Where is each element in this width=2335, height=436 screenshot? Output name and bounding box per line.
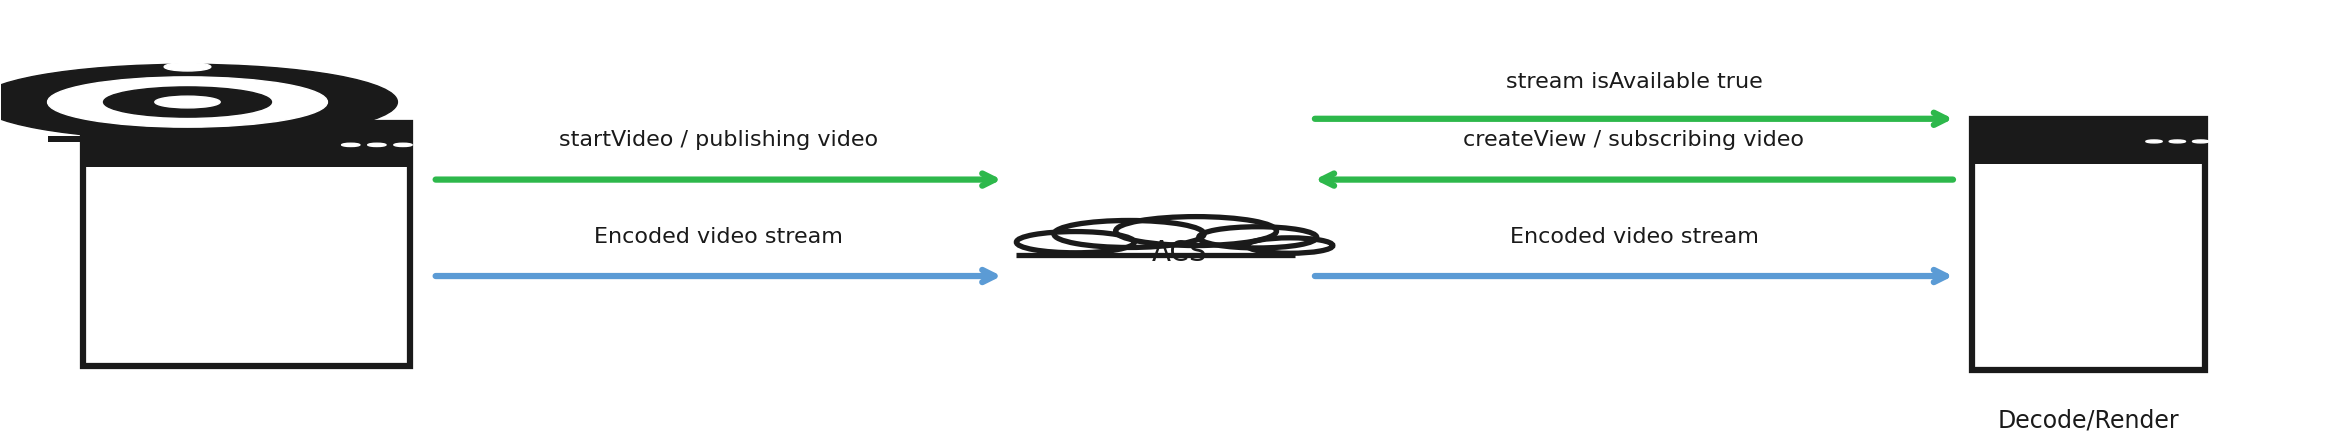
Text: Decode/Render: Decode/Render xyxy=(1999,408,2179,432)
Circle shape xyxy=(0,64,397,140)
Text: Encoded video stream: Encoded video stream xyxy=(1508,227,1758,247)
Circle shape xyxy=(154,96,219,108)
Circle shape xyxy=(2193,140,2209,143)
Bar xyxy=(1973,119,2204,164)
Circle shape xyxy=(1016,232,1135,253)
Circle shape xyxy=(1116,217,1277,245)
Circle shape xyxy=(163,63,210,71)
Circle shape xyxy=(103,87,271,117)
Text: ACS: ACS xyxy=(1151,239,1207,267)
Circle shape xyxy=(2146,140,2162,143)
Circle shape xyxy=(47,77,327,127)
Circle shape xyxy=(395,143,413,146)
Text: stream isAvailable true: stream isAvailable true xyxy=(1506,72,1763,92)
Bar xyxy=(84,123,409,366)
Circle shape xyxy=(1247,238,1333,253)
Bar xyxy=(84,123,409,167)
Bar xyxy=(105,123,269,136)
Bar xyxy=(1973,119,2204,370)
Bar xyxy=(1016,242,1296,255)
Bar xyxy=(47,136,327,142)
Circle shape xyxy=(341,143,360,146)
Text: Encoded video stream: Encoded video stream xyxy=(593,227,843,247)
Text: createView / subscribing video: createView / subscribing video xyxy=(1464,130,1805,150)
Text: startVideo / publishing video: startVideo / publishing video xyxy=(558,130,878,150)
Circle shape xyxy=(1198,227,1317,248)
Circle shape xyxy=(367,143,385,146)
Circle shape xyxy=(1053,221,1205,248)
Circle shape xyxy=(2169,140,2186,143)
